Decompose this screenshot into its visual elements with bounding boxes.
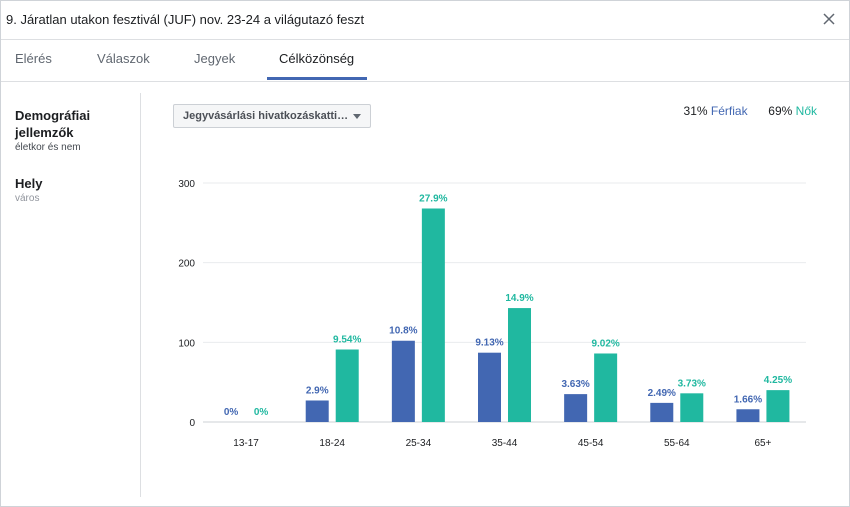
x-tick-label: 18-24: [319, 438, 345, 449]
bar-label-men: 2.49%: [648, 388, 676, 399]
bar-label-women: 3.73%: [678, 378, 706, 389]
sidebar-item-demographics[interactable]: Demográfiai jellemzők életkor és nem: [15, 107, 125, 153]
bar-men: [650, 402, 674, 422]
age-gender-bar-chart: 0 100 200 300 0% 0% 13-17 2.9% 9.54% 18-24 10.8% 27…: [178, 179, 806, 449]
bar-women: [421, 208, 445, 422]
x-tick-label: 45-54: [578, 438, 604, 449]
tab-bar: Elérés Válaszok Jegyek Célközönség: [1, 40, 849, 82]
bar-women: [766, 390, 790, 422]
filter-dropdown-label: Jegyvásárlási hivatkozáskatti…: [183, 110, 349, 122]
legend-men-label: Férfiak: [710, 104, 748, 118]
close-icon[interactable]: [819, 9, 839, 29]
sidebar-divider: [140, 93, 141, 497]
sidebar-item-location-subtitle: város: [15, 193, 40, 204]
bar-women: [680, 393, 704, 422]
bar-label-women: 0%: [254, 407, 269, 418]
y-tick-label: 100: [178, 338, 195, 349]
bar-label-men: 2.9%: [306, 385, 329, 396]
bar-men: [478, 352, 501, 422]
sidebar-item-demographics-title: Demográfiai jellemzők: [15, 108, 91, 140]
bar-label-men: 3.63%: [561, 379, 589, 390]
filter-dropdown[interactable]: Jegyvásárlási hivatkozáskatti…: [173, 104, 371, 128]
bar-men: [391, 340, 415, 422]
y-tick-label: 0: [189, 418, 195, 429]
bar-men: [736, 409, 760, 422]
bar-label-men: 0%: [224, 407, 239, 418]
bar-label-men: 9.13%: [475, 338, 503, 349]
bar-label-women: 27.9%: [419, 193, 447, 204]
bar-label-women: 9.54%: [333, 335, 361, 346]
x-tick-label: 35-44: [492, 438, 518, 449]
bar-women: [335, 349, 359, 422]
bar-label-men: 1.66%: [734, 394, 762, 405]
bar-women: [508, 308, 531, 422]
bar-label-women: 4.25%: [764, 375, 792, 386]
x-tick-label: 13-17: [233, 438, 259, 449]
x-tick-label: 65+: [754, 438, 771, 449]
bar-men: [564, 394, 588, 422]
sidebar-item-demographics-subtitle: életkor és nem: [15, 142, 81, 153]
caret-down-icon: [353, 114, 361, 119]
dialog-title: 9. Járatlan utakon fesztivál (JUF) nov. …: [6, 12, 365, 27]
legend-men-pct: 31%: [683, 104, 708, 118]
sidebar-item-location[interactable]: Hely város: [15, 175, 125, 204]
x-tick-label: 25-34: [406, 438, 432, 449]
bar-label-women: 9.02%: [591, 338, 619, 349]
legend-women-pct: 69%: [768, 104, 793, 118]
bar-women: [594, 353, 618, 422]
bar-men: [305, 400, 329, 422]
gender-legend: 31% Férfiak 69% Nők: [684, 104, 817, 118]
sidebar-item-location-title: Hely: [15, 176, 43, 191]
dialog-header: 9. Járatlan utakon fesztivál (JUF) nov. …: [1, 1, 849, 40]
y-tick-label: 300: [178, 179, 195, 190]
tab-tickets[interactable]: Jegyek: [194, 51, 236, 66]
bar-label-women: 14.9%: [505, 293, 533, 304]
tab-reach[interactable]: Elérés: [15, 51, 52, 66]
bar-label-men: 10.8%: [389, 326, 417, 337]
legend-women-label: Nők: [795, 104, 817, 118]
tab-audience[interactable]: Célközönség: [279, 51, 355, 66]
tab-responses[interactable]: Válaszok: [97, 51, 150, 66]
active-tab-indicator: [267, 77, 367, 80]
x-tick-label: 55-64: [664, 438, 690, 449]
y-tick-label: 200: [178, 259, 195, 270]
